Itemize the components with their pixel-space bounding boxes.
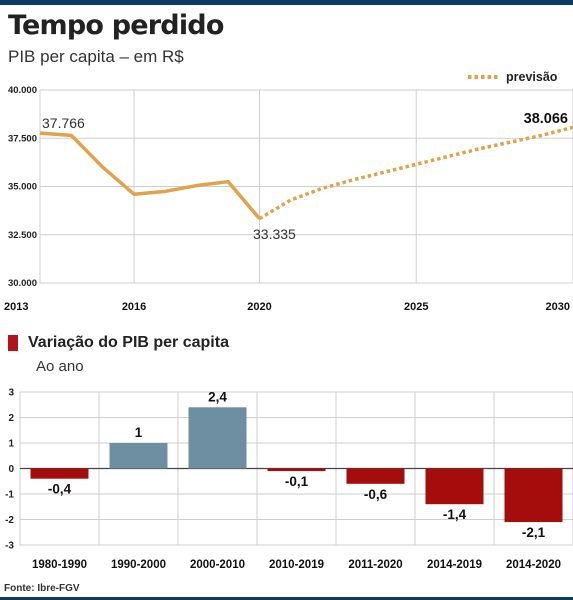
- bar-1990-2000: [109, 443, 168, 469]
- bar-y-tick-label: -2: [5, 515, 14, 526]
- x-tick-label: 2016: [122, 301, 146, 313]
- bar-value-label: -2,1: [522, 525, 546, 540]
- page-subtitle: PIB per capita – em R$: [8, 47, 184, 66]
- actual-line: [39, 131, 261, 220]
- x-tick-label: 2020: [247, 301, 271, 313]
- x-tick-label: 2030: [546, 301, 570, 313]
- bar-chart-title: Variação do PIB per capita: [28, 334, 229, 351]
- top-rule: [0, 0, 573, 5]
- y-tick-label: 37.500: [8, 133, 37, 144]
- bar-category-label: 2000-2010: [190, 559, 245, 571]
- bar-y-tick-label: -1: [5, 490, 14, 501]
- bar-value-label: -0,6: [364, 487, 388, 502]
- annotation-2013: 37.766: [42, 115, 85, 131]
- bar-category-label: 2011-2020: [348, 559, 402, 571]
- page-title: Tempo perdido: [8, 10, 224, 41]
- bar-2000-2010: [188, 407, 247, 469]
- annotation-2030: 38.066: [524, 111, 568, 127]
- bar-y-tick-label: -3: [5, 541, 14, 552]
- bar-chart-subtitle: Ao ano: [36, 358, 84, 375]
- bar-value-label: -0,1: [285, 474, 309, 489]
- bar-value-label: 1: [135, 425, 143, 440]
- bar-y-tick-label: 2: [8, 413, 14, 424]
- bottom-rule: [0, 597, 573, 600]
- bar-y-tick-label: 3: [8, 388, 14, 399]
- y-tick-label: 35.000: [8, 182, 37, 193]
- bar-y-tick-label: 0: [8, 464, 14, 475]
- y-tick-label: 30.000: [8, 278, 37, 289]
- bar-category-label: 1990-2000: [111, 559, 166, 571]
- bar-category-label: 2010-2019: [269, 559, 324, 571]
- bar-y-tick-label: 1: [8, 439, 14, 450]
- bar-chart-title-marker: [8, 335, 18, 351]
- legend-label: previsão: [506, 70, 558, 84]
- line-chart: 30.000 32.500 35.000 37.500 40.000 2013 2016 20…: [4, 70, 573, 313]
- forecast-line: [258, 125, 573, 221]
- y-tick-label: 40.000: [8, 85, 37, 96]
- bar-value-label: 2,4: [208, 389, 227, 404]
- bar-2014-2020: [504, 468, 563, 523]
- x-tick-label: 2025: [404, 301, 428, 313]
- bar-value-label: -0,4: [48, 482, 72, 497]
- bar-1980-1990: [30, 468, 89, 479]
- bar-category-label: 1980-1990: [32, 559, 87, 571]
- bar-2014-2019: [425, 468, 484, 505]
- annotation-2020: 33.335: [253, 226, 296, 242]
- bar-category-label: 2014-2019: [427, 559, 482, 571]
- x-tick-label: 2013: [4, 301, 28, 313]
- bar-category-label: 2014-2020: [506, 559, 561, 571]
- source-note: Fonte: Ibre-FGV: [4, 583, 80, 594]
- y-tick-label: 32.500: [8, 230, 37, 241]
- bar-2011-2020: [346, 468, 405, 484]
- bar-2010-2019: [267, 468, 326, 472]
- bar-value-label: -1,4: [443, 507, 467, 522]
